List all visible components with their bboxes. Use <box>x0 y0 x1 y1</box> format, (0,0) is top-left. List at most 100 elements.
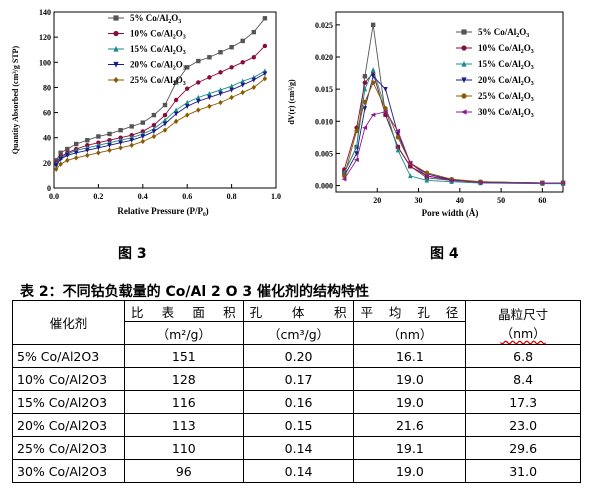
x-tick-label: 20 <box>373 196 381 205</box>
cell-ps: 16.1 <box>353 344 467 368</box>
data-point <box>65 146 70 152</box>
series-line <box>343 72 563 184</box>
chart1-frame <box>53 11 277 189</box>
data-point <box>207 103 212 109</box>
data-point <box>107 143 112 148</box>
data-point <box>395 128 401 134</box>
data-point <box>162 121 168 127</box>
data-point <box>395 135 401 140</box>
data-point <box>395 147 401 153</box>
data-point <box>58 150 63 155</box>
data-point <box>207 75 212 80</box>
data-point <box>196 58 201 64</box>
cell-pv: 0.20 <box>242 344 355 368</box>
header-pore-volume: 孔体积 <box>242 300 355 322</box>
data-point <box>113 30 119 37</box>
y-tick-label: 0.015 <box>315 85 333 94</box>
data-point <box>58 161 63 167</box>
series-line <box>343 68 563 185</box>
x-tick-label: 30 <box>415 196 423 205</box>
data-point <box>196 80 201 85</box>
header-surface-area: 比表面 积 <box>123 300 244 322</box>
data-point <box>185 112 190 118</box>
series-line <box>343 111 563 184</box>
data-point <box>218 99 223 106</box>
header-pore-size: 平均孔径 <box>353 300 467 322</box>
data-point <box>196 107 201 113</box>
cell-name: 25% Co/Al2O3 <box>12 436 125 460</box>
data-point <box>461 45 467 51</box>
data-point <box>185 99 190 105</box>
header-char: 比 <box>130 304 145 320</box>
cell-sa: 113 <box>123 413 244 437</box>
cell-ps: 19.0 <box>353 459 467 483</box>
cell-ps: 19.0 <box>353 367 467 391</box>
structure-properties-table: 催化剂 比表面积 孔体积 平均孔径 晶粒尺寸 （nm） （m²/g） （cm³/… <box>12 300 581 483</box>
table-row: 10% Co/Al2O3 128 0.17 19.0 8.4 <box>12 367 581 391</box>
data-point <box>383 106 388 111</box>
data-point <box>218 91 223 97</box>
header-char: 孔 <box>417 304 431 320</box>
data-point <box>129 124 134 129</box>
data-point <box>370 74 376 79</box>
header-surface-area-unit: （m²/g） <box>123 321 244 345</box>
data-point <box>251 77 256 83</box>
data-point <box>173 111 179 117</box>
data-point <box>240 78 245 84</box>
data-point <box>74 155 79 161</box>
cell-cs: 6.8 <box>465 344 581 368</box>
x-tick-label: 0.0 <box>49 192 59 201</box>
data-point <box>353 157 359 163</box>
header-crystal-size: 晶粒尺寸 （nm） <box>465 300 581 345</box>
data-point <box>118 127 123 133</box>
data-point <box>251 84 256 91</box>
data-point <box>207 95 212 101</box>
data-point <box>370 22 376 28</box>
y-tick-label: 80 <box>43 83 51 92</box>
data-point <box>370 67 376 73</box>
header-char: 积 <box>223 304 237 320</box>
pore-distribution-chart: 20 30 40 50 60 0.000 0.005 0.010 0.015 0.020 0.025… <box>287 11 566 218</box>
data-point <box>362 86 368 92</box>
y-tick-label: 100 <box>39 58 51 67</box>
data-point <box>229 45 234 50</box>
cell-pv: 0.15 <box>242 413 355 437</box>
header-char: 积 <box>333 304 348 320</box>
data-point <box>74 141 79 147</box>
data-point <box>185 65 190 70</box>
data-point <box>162 112 168 118</box>
data-point <box>54 158 59 163</box>
table-row: 30% Co/Al2O3 96 0.14 19.0 31.0 <box>12 459 581 483</box>
legend-label: 10% Co/Al2O3 <box>130 29 186 41</box>
chart2-xlabel: Pore width (Å) <box>422 208 479 218</box>
legend-label: 25% Co/Al2O3 <box>478 91 534 103</box>
chart1-xlabel: Relative Pressure (P/P₀) <box>117 206 208 216</box>
cell-cs: 17.3 <box>465 390 581 414</box>
data-point <box>354 151 359 157</box>
data-point <box>407 160 413 166</box>
cell-cs: 8.4 <box>465 367 581 391</box>
data-point <box>362 80 368 85</box>
data-point <box>96 145 101 151</box>
data-point <box>262 43 268 49</box>
data-point <box>229 65 234 70</box>
cell-pv: 0.16 <box>242 390 355 414</box>
cell-pv: 0.17 <box>242 367 355 391</box>
cell-ps: 19.0 <box>353 390 467 414</box>
x-tick-label: 60 <box>538 196 546 205</box>
data-point <box>185 104 190 109</box>
data-point <box>140 138 145 145</box>
data-point <box>218 50 223 55</box>
data-point <box>140 120 145 125</box>
cell-sa: 116 <box>123 390 244 414</box>
x-tick-label: 50 <box>497 196 505 205</box>
data-point <box>173 97 179 103</box>
data-point <box>113 76 119 84</box>
header-char: 均 <box>388 304 403 320</box>
y-tick-label: 40 <box>43 134 51 143</box>
data-point <box>539 180 545 186</box>
data-point <box>113 61 119 68</box>
data-point <box>362 99 368 105</box>
data-point <box>140 134 145 140</box>
data-point <box>85 138 90 143</box>
